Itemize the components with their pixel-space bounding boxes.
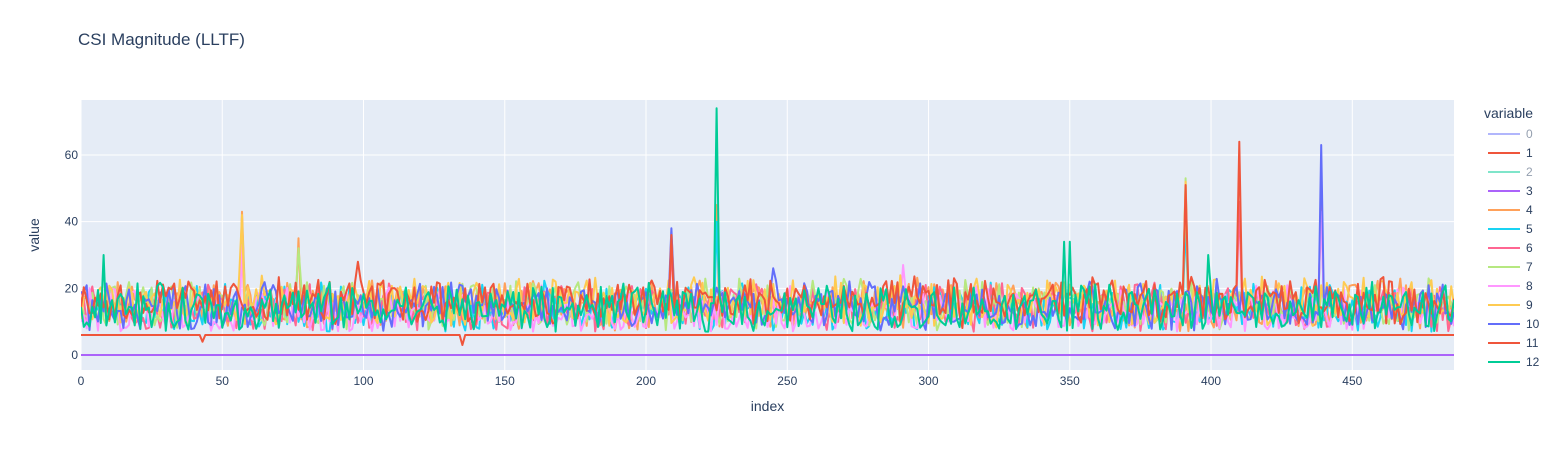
legend-item-2[interactable]: 2	[1484, 162, 1554, 181]
x-tick-label: 400	[1201, 374, 1221, 388]
legend-item-3[interactable]: 3	[1484, 181, 1554, 200]
legend-label: 11	[1526, 335, 1539, 350]
legend-item-1[interactable]: 1	[1484, 143, 1554, 162]
legend-swatch	[1488, 303, 1520, 306]
legend-items: 0 1 2 3 4 5 6 7 8 9 10 11 12	[1484, 124, 1554, 371]
x-tick-label: 100	[353, 374, 373, 388]
legend: variable 0 1 2 3 4 5 6 7 8 9 10 11 12	[1484, 104, 1554, 371]
legend-label: 2	[1526, 164, 1533, 179]
legend-swatch	[1488, 265, 1520, 268]
legend-label: 8	[1526, 278, 1533, 293]
x-tick-label: 450	[1342, 374, 1362, 388]
x-tick-label: 150	[495, 374, 515, 388]
legend-swatch	[1488, 227, 1520, 230]
legend-swatch	[1488, 189, 1520, 192]
x-tick-label: 250	[777, 374, 797, 388]
legend-swatch	[1488, 170, 1520, 173]
legend-swatch	[1488, 151, 1520, 154]
legend-label: 0	[1526, 126, 1533, 141]
x-axis-label: index	[751, 398, 784, 414]
legend-swatch	[1488, 284, 1520, 287]
legend-item-7[interactable]: 7	[1484, 257, 1554, 276]
x-tick-label: 200	[636, 374, 656, 388]
legend-item-9[interactable]: 9	[1484, 295, 1554, 314]
legend-label: 7	[1526, 259, 1533, 274]
legend-swatch	[1488, 246, 1520, 249]
plot-area	[81, 100, 1454, 370]
legend-item-5[interactable]: 5	[1484, 219, 1554, 238]
legend-swatch	[1488, 208, 1520, 211]
legend-swatch	[1488, 322, 1520, 325]
series-line-8[interactable]	[81, 210, 1454, 333]
y-axis-label: value	[26, 218, 42, 252]
legend-item-0[interactable]: 0	[1484, 124, 1554, 143]
x-tick-label: 0	[78, 374, 85, 388]
chart-title: CSI Magnitude (LLTF)	[78, 30, 245, 49]
series-group	[81, 107, 1454, 356]
legend-item-4[interactable]: 4	[1484, 200, 1554, 219]
legend-swatch	[1488, 132, 1520, 135]
legend-item-8[interactable]: 8	[1484, 276, 1554, 295]
legend-swatch	[1488, 341, 1520, 344]
legend-label: 4	[1526, 202, 1533, 217]
y-tick-label: 40	[65, 215, 79, 229]
legend-label: 6	[1526, 240, 1533, 255]
legend-label: 3	[1526, 183, 1533, 198]
x-tick-label: 350	[1060, 374, 1080, 388]
y-tick-label: 0	[71, 348, 78, 362]
legend-label: 1	[1526, 145, 1533, 160]
legend-item-12[interactable]: 12	[1484, 352, 1554, 371]
x-tick-label: 300	[919, 374, 939, 388]
legend-item-11[interactable]: 11	[1484, 333, 1554, 352]
legend-title: variable	[1484, 105, 1534, 121]
legend-label: 12	[1526, 354, 1540, 369]
legend-label: 5	[1526, 221, 1533, 236]
legend-item-10[interactable]: 10	[1484, 314, 1554, 333]
legend-label: 10	[1526, 316, 1540, 331]
legend-item-6[interactable]: 6	[1484, 238, 1554, 257]
legend-label: 9	[1526, 297, 1533, 312]
series-line-1[interactable]	[81, 334, 1454, 346]
y-tick-label: 20	[65, 281, 79, 295]
x-tick-label: 50	[216, 374, 230, 388]
y-tick-label: 60	[65, 148, 79, 162]
legend-swatch	[1488, 360, 1520, 363]
series-line-12[interactable]	[81, 107, 1454, 333]
